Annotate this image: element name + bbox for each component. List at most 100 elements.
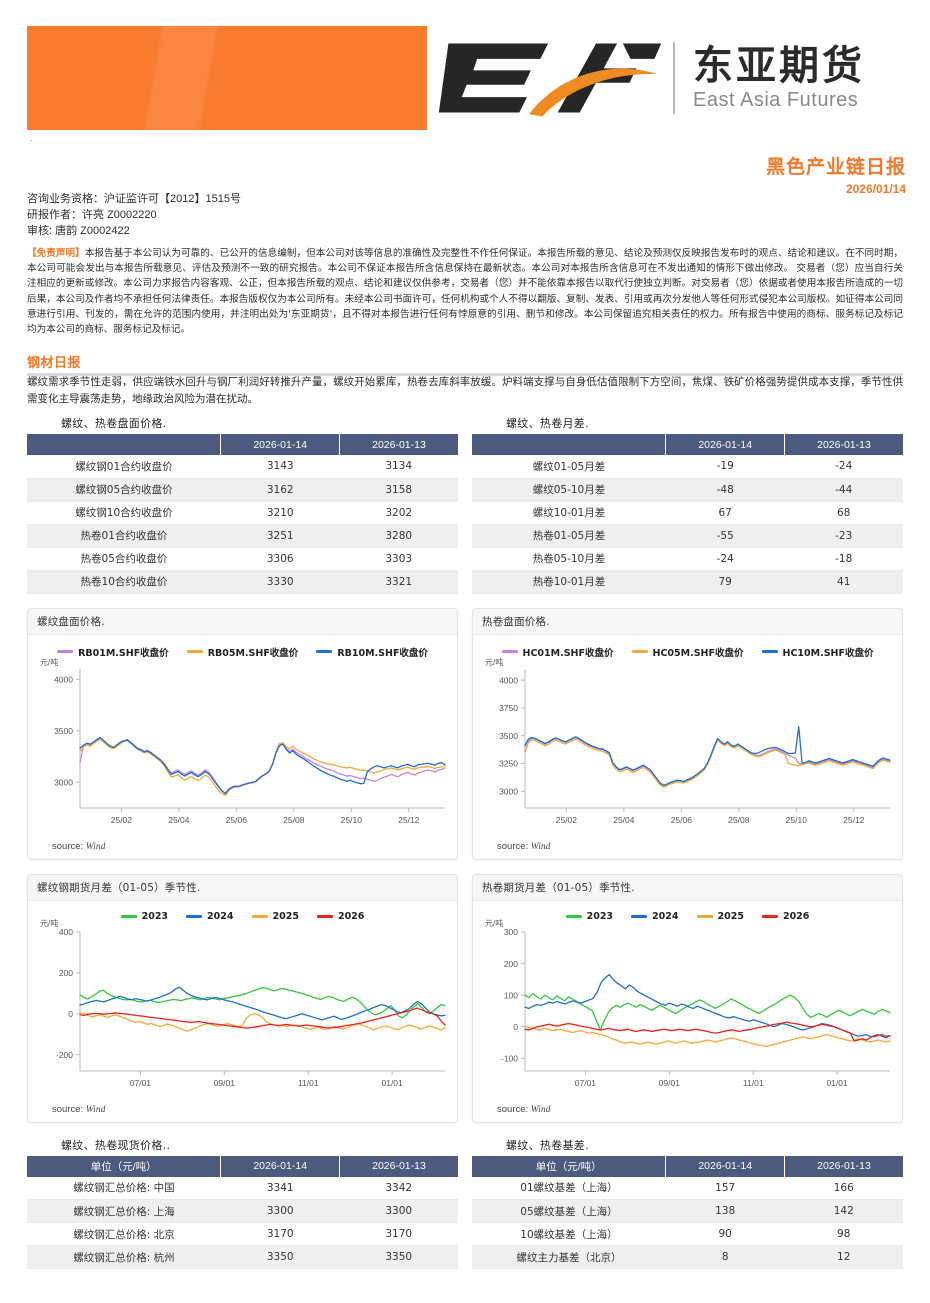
chart-plot-area: 元/吨 3000 3500 4000 25/02 25/04 25/06 25/08 25/1… xyxy=(34,657,451,839)
cell-label: 螺纹主力基差（北京） xyxy=(472,1245,666,1269)
svg-text:3750: 3750 xyxy=(499,703,518,713)
cell-v1: -24 xyxy=(665,547,785,571)
legend-label: RB10M.SHF收盘价 xyxy=(337,647,428,659)
cell-label: 螺纹钢05合约收盘价 xyxy=(27,478,221,502)
legend-label: HC05M.SHF收盘价 xyxy=(652,647,744,659)
svg-text:3500: 3500 xyxy=(54,725,73,735)
brand-name-en: East Asia Futures xyxy=(693,88,859,111)
cell-v2: 68 xyxy=(784,501,903,525)
cell-v1: 3330 xyxy=(220,570,340,594)
cell-v1: 3162 xyxy=(220,478,340,502)
page-header: . 东亚期货 East Asia Futures xyxy=(0,0,930,150)
y-axis-unit: 元/吨 xyxy=(40,657,59,667)
table-row: 螺纹钢汇总价格: 中国 3341 3342 xyxy=(27,1176,458,1200)
brand-name-cn: 东亚期货 xyxy=(693,42,865,89)
table-row: 热卷05合约收盘价 3306 3303 xyxy=(27,547,458,571)
cell-v2: -18 xyxy=(784,547,903,571)
th-date-1: 2026-01-14 xyxy=(665,434,785,455)
cell-v1: 3306 xyxy=(220,547,340,571)
cell-label: 螺纹10-01月差 xyxy=(472,501,666,525)
chart-title: 螺纹钢期货月差（01-05）季节性. xyxy=(28,874,457,901)
cell-v2: -44 xyxy=(784,478,903,502)
table-row: 螺纹10-01月差 67 68 xyxy=(472,501,903,525)
cell-label: 10螺纹基差（上海） xyxy=(472,1222,666,1246)
cell-v1: 3170 xyxy=(220,1222,340,1246)
legend-swatch xyxy=(696,914,713,918)
legend-swatch xyxy=(501,650,518,653)
th-date-2: 2026-01-13 xyxy=(784,1155,903,1177)
cell-v2: 3300 xyxy=(339,1199,458,1223)
report-title-block: 黑色产业链日报 2026/01/14 xyxy=(766,152,906,196)
svg-text:200: 200 xyxy=(504,958,518,968)
cell-label: 05螺纹基差（上海） xyxy=(472,1199,666,1223)
futures-price-table: 2026-01-14 2026-01-13 螺纹钢01合约收盘价 3143 3134… xyxy=(27,434,458,594)
chart-legend: 2023 2024 2025 2026 xyxy=(479,905,896,922)
row-tables-top: 螺纹、热卷盘面价格. 2026-01-14 2026-01-13 螺纹钢01合约… xyxy=(27,415,903,594)
cell-v1: 90 xyxy=(665,1222,785,1246)
cell-label: 螺纹钢汇总价格: 中国 xyxy=(27,1176,221,1200)
cell-v1: 3143 xyxy=(220,455,340,479)
th-date-1: 2026-01-14 xyxy=(220,1155,340,1177)
table-row: 螺纹钢01合约收盘价 3143 3134 xyxy=(27,455,458,479)
cell-v1: 3210 xyxy=(220,501,340,525)
legend-label: 2025 xyxy=(717,910,744,922)
cell-v2: -23 xyxy=(784,524,903,548)
svg-text:09/01: 09/01 xyxy=(659,1078,681,1088)
legend-label: 2023 xyxy=(586,910,614,922)
cell-label: 螺纹钢汇总价格: 杭州 xyxy=(27,1245,221,1269)
cell-label: 热卷10-01月差 xyxy=(472,570,666,594)
svg-text:25/10: 25/10 xyxy=(786,815,808,825)
legend-label: HC10M.SHF收盘价 xyxy=(782,647,874,659)
table-row: 螺纹钢汇总价格: 杭州 3350 3350 xyxy=(27,1245,458,1269)
th-date-2: 2026-01-13 xyxy=(339,1155,458,1177)
panel-month-spread: 螺纹、热卷月差. 2026-01-14 2026-01-13 螺纹01-05月差… xyxy=(472,415,903,594)
svg-text:3500: 3500 xyxy=(499,730,518,740)
table-row: 螺纹钢汇总价格: 上海 3300 3300 xyxy=(27,1199,458,1223)
legend-item: RB05M.SHF收盘价 xyxy=(186,645,298,659)
svg-text:200: 200 xyxy=(59,968,73,978)
table-row: 螺纹主力基差（北京） 8 12 xyxy=(472,1245,903,1269)
svg-text:0: 0 xyxy=(513,1021,518,1031)
rb-price-line-chart: 3000 3500 4000 25/02 25/04 25/06 25/08 25/10 25/… xyxy=(54,668,446,825)
legend-swatch xyxy=(761,914,778,918)
legend-swatch xyxy=(631,914,648,918)
cell-v1: 79 xyxy=(665,570,785,594)
legend-label: 2024 xyxy=(652,910,679,922)
svg-text:25/06: 25/06 xyxy=(671,815,693,825)
svg-text:-100: -100 xyxy=(501,1053,518,1063)
table-row: 热卷01合约收盘价 3251 3280 xyxy=(27,524,458,548)
cell-v1: -48 xyxy=(665,478,785,502)
brand-divider xyxy=(673,42,675,114)
content-grid: 螺纹、热卷盘面价格. 2026-01-14 2026-01-13 螺纹钢01合约… xyxy=(27,415,903,1269)
panel-basis: 螺纹、热卷基差. 单位（元/吨） 2026-01-14 2026-01-13 0… xyxy=(472,1137,903,1269)
legend-label: HC01M.SHF收盘价 xyxy=(522,647,614,659)
table-caption: 螺纹、热卷基差. xyxy=(506,1138,589,1152)
table-row: 螺纹钢10合约收盘价 3210 3202 xyxy=(27,501,458,525)
cell-v2: 98 xyxy=(784,1222,903,1246)
cell-v1: 3341 xyxy=(220,1176,340,1200)
cell-v2: 3303 xyxy=(339,547,458,571)
table-row: 热卷01-05月差 -55 -23 xyxy=(472,524,903,548)
section-title: 钢材日报 xyxy=(27,356,82,371)
legend-swatch xyxy=(631,650,648,653)
legend-swatch xyxy=(186,650,203,653)
th-unit: 单位（元/吨） xyxy=(472,1155,667,1177)
svg-text:25/06: 25/06 xyxy=(226,815,248,825)
report-date: 2026/01/14 xyxy=(845,182,906,196)
meta-qualification: 咨询业务资格：沪证监许可【2012】1515号 xyxy=(27,193,241,205)
disclaimer-text: 本报告基于本公司认为可靠的、已公开的信息编制，但本公司对该等信息的准确性及完整性… xyxy=(27,248,904,336)
cell-v2: 3202 xyxy=(339,501,458,525)
svg-text:4000: 4000 xyxy=(499,675,518,685)
chart-legend: RB01M.SHF收盘价 RB05M.SHF收盘价 RB10M.SHF收盘价 xyxy=(34,639,451,659)
svg-text:25/04: 25/04 xyxy=(613,815,635,825)
svg-text:25/08: 25/08 xyxy=(283,815,305,825)
cell-v1: -19 xyxy=(665,455,785,479)
spot-price-table: 单位（元/吨） 2026-01-14 2026-01-13 螺纹钢汇总价格: 中… xyxy=(27,1155,458,1269)
th-date-2: 2026-01-13 xyxy=(339,434,458,455)
chart-title: 热卷期货月差（01-05）季节性. xyxy=(473,874,902,901)
th-label xyxy=(472,434,667,455)
cell-label: 热卷01合约收盘价 xyxy=(27,524,221,548)
svg-text:3000: 3000 xyxy=(54,777,73,787)
legend-label: 2023 xyxy=(141,910,169,922)
cell-v2: 12 xyxy=(784,1245,903,1269)
